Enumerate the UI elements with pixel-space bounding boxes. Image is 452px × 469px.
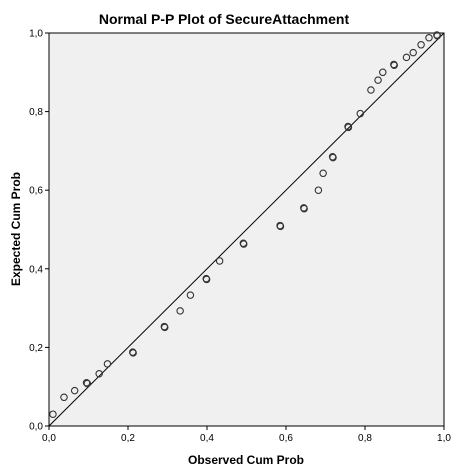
y-tick-label: 0,0 [29, 422, 43, 433]
x-axis-label: Observed Cum Prob [188, 453, 304, 467]
data-point [417, 41, 425, 49]
data-point [82, 379, 91, 387]
data-point [409, 48, 417, 57]
x-tick-label: 0,0 [42, 433, 56, 444]
data-point [433, 32, 442, 40]
data-point [356, 109, 365, 118]
data-point [186, 291, 195, 299]
data-point [379, 68, 387, 77]
data-point [215, 257, 224, 265]
data-point [390, 61, 398, 69]
x-tick-label: 0,8 [358, 433, 372, 444]
data-point [70, 386, 79, 395]
data-point [103, 360, 112, 368]
data-point [319, 169, 327, 178]
data-point [329, 153, 337, 162]
y-axis-ticks: 0,0 0,2 0,4 0,6 0,8 1,0 [29, 29, 49, 433]
y-tick-label: 0,6 [29, 186, 43, 197]
y-tick-label: 0,4 [29, 264, 43, 275]
data-point [202, 275, 211, 284]
data-point [402, 53, 411, 62]
y-tick-label: 0,2 [29, 343, 43, 354]
chart-title: Normal P-P Plot of SecureAttachment [99, 11, 350, 27]
data-point [276, 222, 285, 231]
data-point [314, 186, 323, 194]
data-point [160, 323, 169, 332]
y-tick-label: 1,0 [29, 29, 43, 40]
x-axis-ticks: 0,0 0,2 0,4 0,6 0,8 1,0 [42, 426, 451, 444]
data-point [239, 240, 248, 248]
data-point [176, 307, 184, 315]
data-point [129, 349, 137, 357]
x-tick-label: 0,4 [200, 433, 214, 444]
data-point [374, 76, 382, 84]
x-tick-label: 0,2 [121, 433, 135, 444]
data-point [300, 204, 308, 213]
data-point [83, 379, 92, 388]
data-point [425, 33, 433, 42]
x-tick-label: 0,6 [279, 433, 293, 444]
data-point [344, 123, 353, 132]
y-tick-label: 0,8 [29, 107, 43, 118]
data-points [49, 31, 442, 418]
x-tick-label: 1,0 [437, 433, 451, 444]
data-point [49, 410, 57, 418]
reference-line [48, 32, 445, 427]
data-point [60, 393, 68, 402]
data-point [367, 86, 375, 94]
data-point [95, 369, 103, 378]
y-axis-label: Expected Cum Prob [9, 172, 23, 286]
